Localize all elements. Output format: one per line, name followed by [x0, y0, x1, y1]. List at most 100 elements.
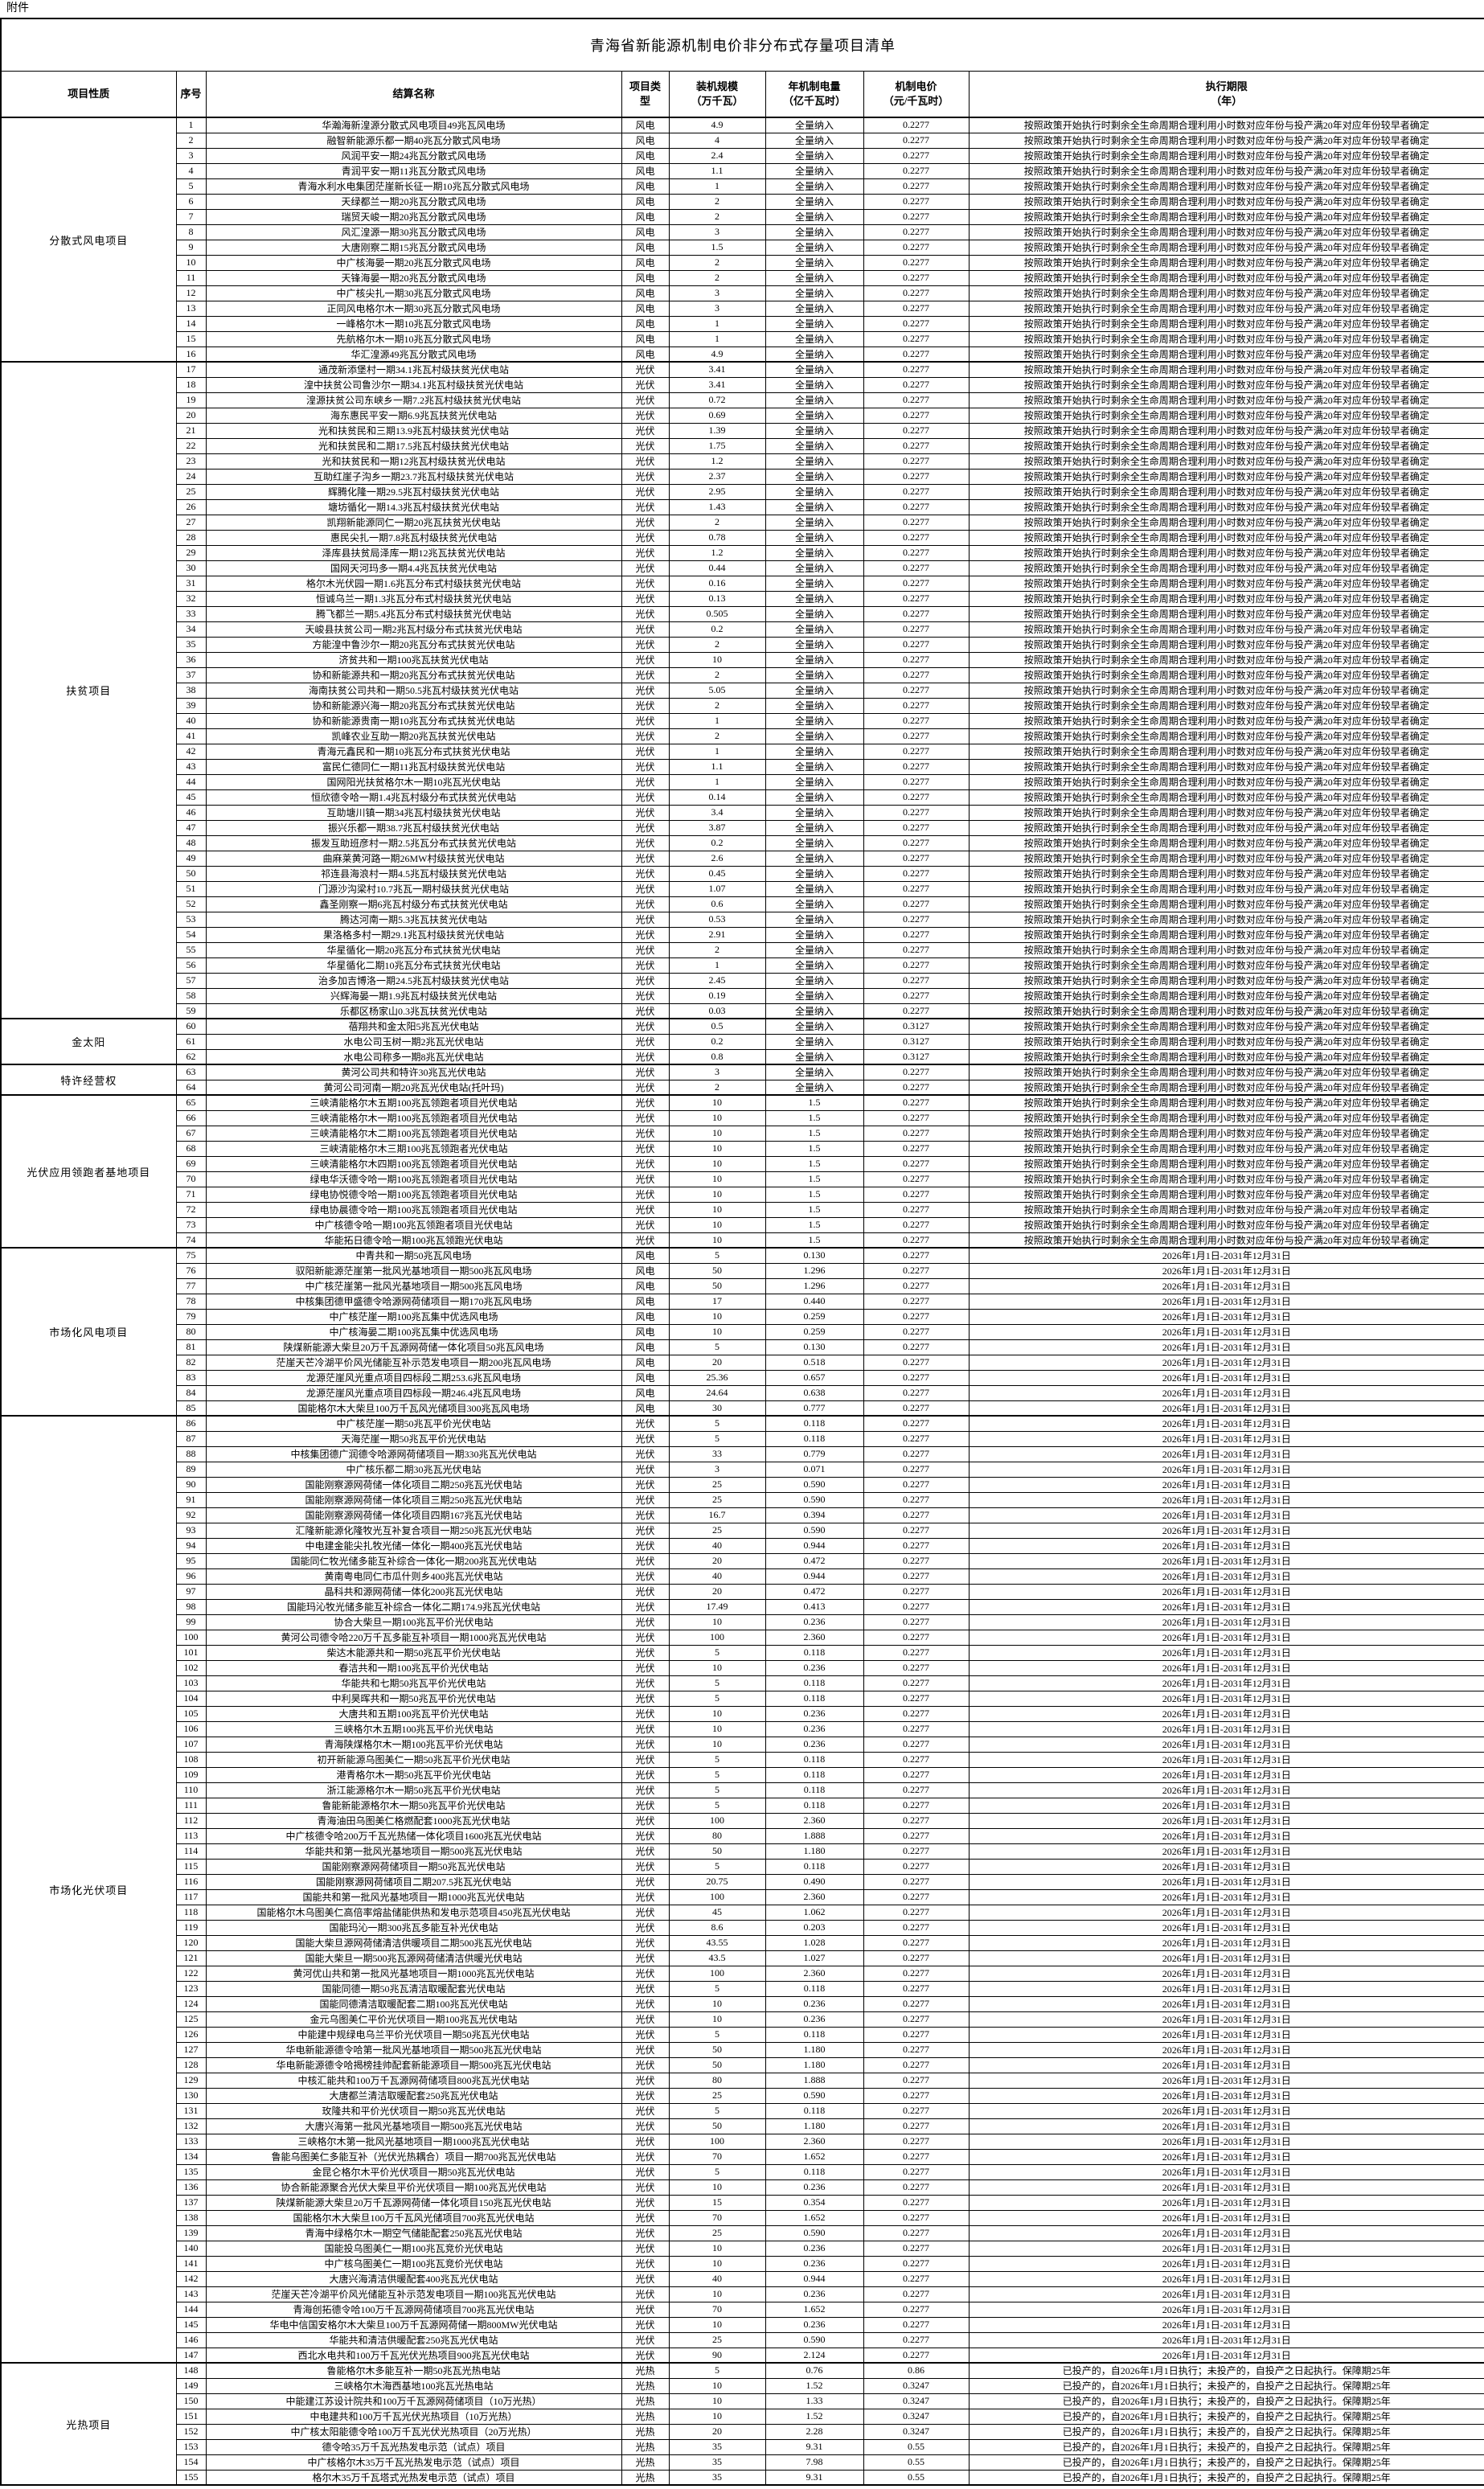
project-type-cell: 光伏: [621, 575, 670, 592]
capacity-cell: 10: [668, 1308, 766, 1325]
period-cell: 按照政策开始执行时剩余全生命周期合理利用小时数对应年份与投产满20年对应年份较早…: [968, 1186, 1484, 1203]
annual-energy-cell: 1.180: [765, 2056, 864, 2073]
price-cell: 0.2277: [863, 1171, 970, 1187]
table-row: 91 国能刚察源网荷储一体化项目三期250兆瓦光伏电站 光伏 25 0.590 0.227…: [1, 1491, 1484, 1508]
row-no-cell: 7: [175, 208, 207, 225]
project-type-cell: 光伏: [621, 758, 670, 775]
project-name-cell: 西北水电共和100万千瓦光伏光热项目900兆瓦光伏电站: [205, 2347, 622, 2364]
row-no-cell: 42: [175, 743, 207, 760]
annual-energy-cell: 0.440: [765, 1293, 864, 1310]
project-name-cell: 青润平安一期11兆瓦分散式风电场: [205, 162, 622, 179]
project-type-cell: 光伏: [621, 2194, 670, 2211]
project-name-cell: 黄河优山共和第一批风光基地项目一期1000兆瓦光伏电站: [205, 1965, 622, 1982]
period-cell: 按照政策开始执行时剩余全生命周期合理利用小时数对应年份与投产满20年对应年份较早…: [968, 392, 1484, 408]
price-cell: 0.2277: [863, 789, 970, 806]
capacity-cell: 8.6: [668, 1919, 766, 1936]
project-type-cell: 光伏: [621, 2041, 670, 2058]
period-cell: 2026年1月1日-2031年12月31日: [968, 2087, 1484, 2104]
price-cell: 0.2277: [863, 605, 970, 622]
period-cell: 按照政策开始执行时剩余全生命周期合理利用小时数对应年份与投产满20年对应年份较早…: [968, 865, 1484, 882]
price-cell: 0.2277: [863, 2041, 970, 2058]
price-cell: 0.2277: [863, 2194, 970, 2211]
period-cell: 按照政策开始执行时剩余全生命周期合理利用小时数对应年份与投产满20年对应年份较早…: [968, 1048, 1484, 1065]
category-cell: 市场化风电项目: [0, 1247, 177, 1417]
project-type-cell: 光伏: [621, 1797, 670, 1814]
table-row: 113 中广核德令哈200万千瓦光热储一体化项目1600兆瓦光伏电站 光伏 80 1.8…: [1, 1827, 1484, 1844]
price-cell: 0.2277: [863, 468, 970, 485]
price-cell: 0.2277: [863, 407, 970, 424]
period-cell: 2026年1月1日-2031年12月31日: [968, 1537, 1484, 1554]
annual-energy-cell: 0.236: [765, 2286, 864, 2302]
project-name-cell: 陕煤新能源大柴旦20万千瓦源网荷储一体化项目50兆瓦风电场: [205, 1339, 622, 1355]
project-type-cell: 光伏: [621, 361, 670, 378]
row-no-cell: 76: [175, 1262, 207, 1279]
page-title: 青海省新能源机制电价非分布式存量项目清单: [0, 18, 1484, 72]
row-no-cell: 77: [175, 1277, 207, 1294]
price-cell: 0.2277: [863, 1965, 970, 1982]
table-row: 30 国网天河玛多一期4.4兆瓦扶贫光伏电站 光伏 0.44 全量纳入 0.2277 按照政…: [1, 560, 1484, 576]
table-row: 21 光和扶贫民和三期13.9兆瓦村级扶贫光伏电站 光伏 1.39 全量纳入 0.2277…: [1, 422, 1484, 439]
table-row: 133 三峡格尔木第一批风光基地项目一期1000兆瓦光伏电站 光伏 100 2.360 0…: [1, 2133, 1484, 2150]
row-no-cell: 64: [175, 1079, 207, 1096]
row-no-cell: 112: [175, 1812, 207, 1829]
row-no-cell: 139: [175, 2225, 207, 2241]
project-type-cell: 光伏: [621, 483, 670, 500]
row-no-cell: 48: [175, 834, 207, 851]
table-row: 104 中利昊晖共和一期50兆瓦平价光伏电站 光伏 5 0.118 0.2277 2026年…: [1, 1690, 1484, 1707]
row-no-cell: 11: [175, 269, 207, 286]
period-cell: 按照政策开始执行时剩余全生命周期合理利用小时数对应年份与投产满20年对应年份较早…: [968, 529, 1484, 546]
project-name-cell: 中广核海晏二期100兆瓦集中优选风电场: [205, 1323, 622, 1340]
price-cell: 0.2277: [863, 453, 970, 470]
table-row: 146 华能共和清洁供暖配套250兆瓦光伏电站 光伏 25 0.590 0.2277 202…: [1, 2331, 1484, 2348]
annual-energy-cell: 1.5: [765, 1155, 864, 1172]
table-row: 151 中电建共和100万千瓦光伏光热项目（10万光热） 光热 10 1.52 0.324…: [1, 2408, 1484, 2425]
capacity-cell: 1: [668, 773, 766, 790]
price-cell: 0.2277: [863, 1583, 970, 1600]
project-type-cell: 光伏: [621, 880, 670, 897]
project-name-cell: 国能投乌图美仁一期100兆瓦竞价光伏电站: [205, 2240, 622, 2257]
project-type-cell: 光伏: [621, 712, 670, 729]
annual-energy-cell: 全量纳入: [765, 162, 864, 179]
table-row: 155 格尔木35万千瓦塔式光热发电示范（试点）项目 光热 35 9.31 0.55 已投产…: [1, 2469, 1484, 2486]
capacity-cell: 1: [668, 743, 766, 760]
project-name-cell: 玫隆共和平价光伏项目一期50兆瓦光伏电站: [205, 2102, 622, 2119]
annual-energy-cell: 1.5: [765, 1109, 864, 1126]
project-name-cell: 腾达河南一期5.3兆瓦扶贫光伏电站: [205, 911, 622, 928]
annual-energy-cell: 全量纳入: [765, 437, 864, 454]
row-no-cell: 148: [175, 2362, 207, 2379]
capacity-cell: 2: [668, 514, 766, 531]
price-cell: 0.2277: [863, 636, 970, 653]
capacity-cell: 3.4: [668, 804, 766, 821]
price-cell: 0.2277: [863, 2255, 970, 2272]
project-name-cell: 国能刚察源网荷储一体化项目三期250兆瓦光伏电站: [205, 1491, 622, 1508]
capacity-cell: 100: [668, 2133, 766, 2150]
project-type-cell: 光伏: [621, 590, 670, 607]
title-row: 青海省新能源机制电价非分布式存量项目清单: [0, 18, 1484, 72]
project-name-cell: 大唐刚察二期15兆瓦分散式风电场: [205, 239, 622, 256]
annual-energy-cell: 2.360: [765, 1812, 864, 1829]
table-row: 48 振发互助班彦村一期2.5兆瓦分布式扶贫光伏电站 光伏 0.2 全量纳入 0.2277…: [1, 834, 1484, 851]
table-row: 5 青海水利水电集团茫崖新长征一期10兆瓦分散式风电场 风电 1 全量纳入 0.2277 按…: [1, 178, 1484, 195]
project-name-cell: 中广核格尔木35万千瓦光热发电示范（试点）项目: [205, 2454, 622, 2471]
attachment-label: 附件: [6, 2, 29, 14]
capacity-cell: 40: [668, 1568, 766, 1585]
row-no-cell: 133: [175, 2133, 207, 2150]
capacity-cell: 50: [668, 2041, 766, 2058]
row-no-cell: 87: [175, 1430, 207, 1447]
annual-energy-cell: 0.944: [765, 1537, 864, 1554]
table-row: 24 互助红崖子沟乡一期23.7兆瓦村级扶贫光伏电站 光伏 2.37 全量纳入 0.227…: [1, 468, 1484, 485]
period-cell: 2026年1月1日-2031年12月31日: [968, 1415, 1484, 1432]
row-no-cell: 144: [175, 2301, 207, 2318]
annual-energy-cell: 0.944: [765, 1568, 864, 1585]
table-row: 55 华星循化一期20兆瓦分布式扶贫光伏电站 光伏 2 全量纳入 0.2277 按照政策开始…: [1, 941, 1484, 958]
period-cell: 按照政策开始执行时剩余全生命周期合理利用小时数对应年份与投产满20年对应年份较早…: [968, 361, 1484, 378]
table-row: 光热项目 148 鲁能格尔木多能互补一期50兆瓦光热电站 光热 5 0.76 0.86 已投产…: [0, 2362, 1484, 2486]
capacity-cell: 10: [668, 1186, 766, 1203]
table-row: 139 青海中绿格尔木一期空气储能配套250兆瓦光伏电站 光伏 25 0.590 0.22…: [1, 2225, 1484, 2241]
row-no-cell: 60: [175, 1018, 207, 1035]
project-name-cell: 青海创拓德令哈100万千瓦源网荷储项目700兆瓦光伏电站: [205, 2301, 622, 2318]
capacity-cell: 0.8: [668, 1048, 766, 1065]
row-no-cell: 8: [175, 223, 207, 240]
table-row: 光伏应用领跑者基地项目 65 三峡清能格尔木五期100兆瓦领跑者项目光伏电站 光伏 10…: [0, 1094, 1484, 1249]
table-row: 153 德令哈35万千瓦光热发电示范（试点）项目 光热 35 9.31 0.55 已投产的，…: [1, 2438, 1484, 2455]
